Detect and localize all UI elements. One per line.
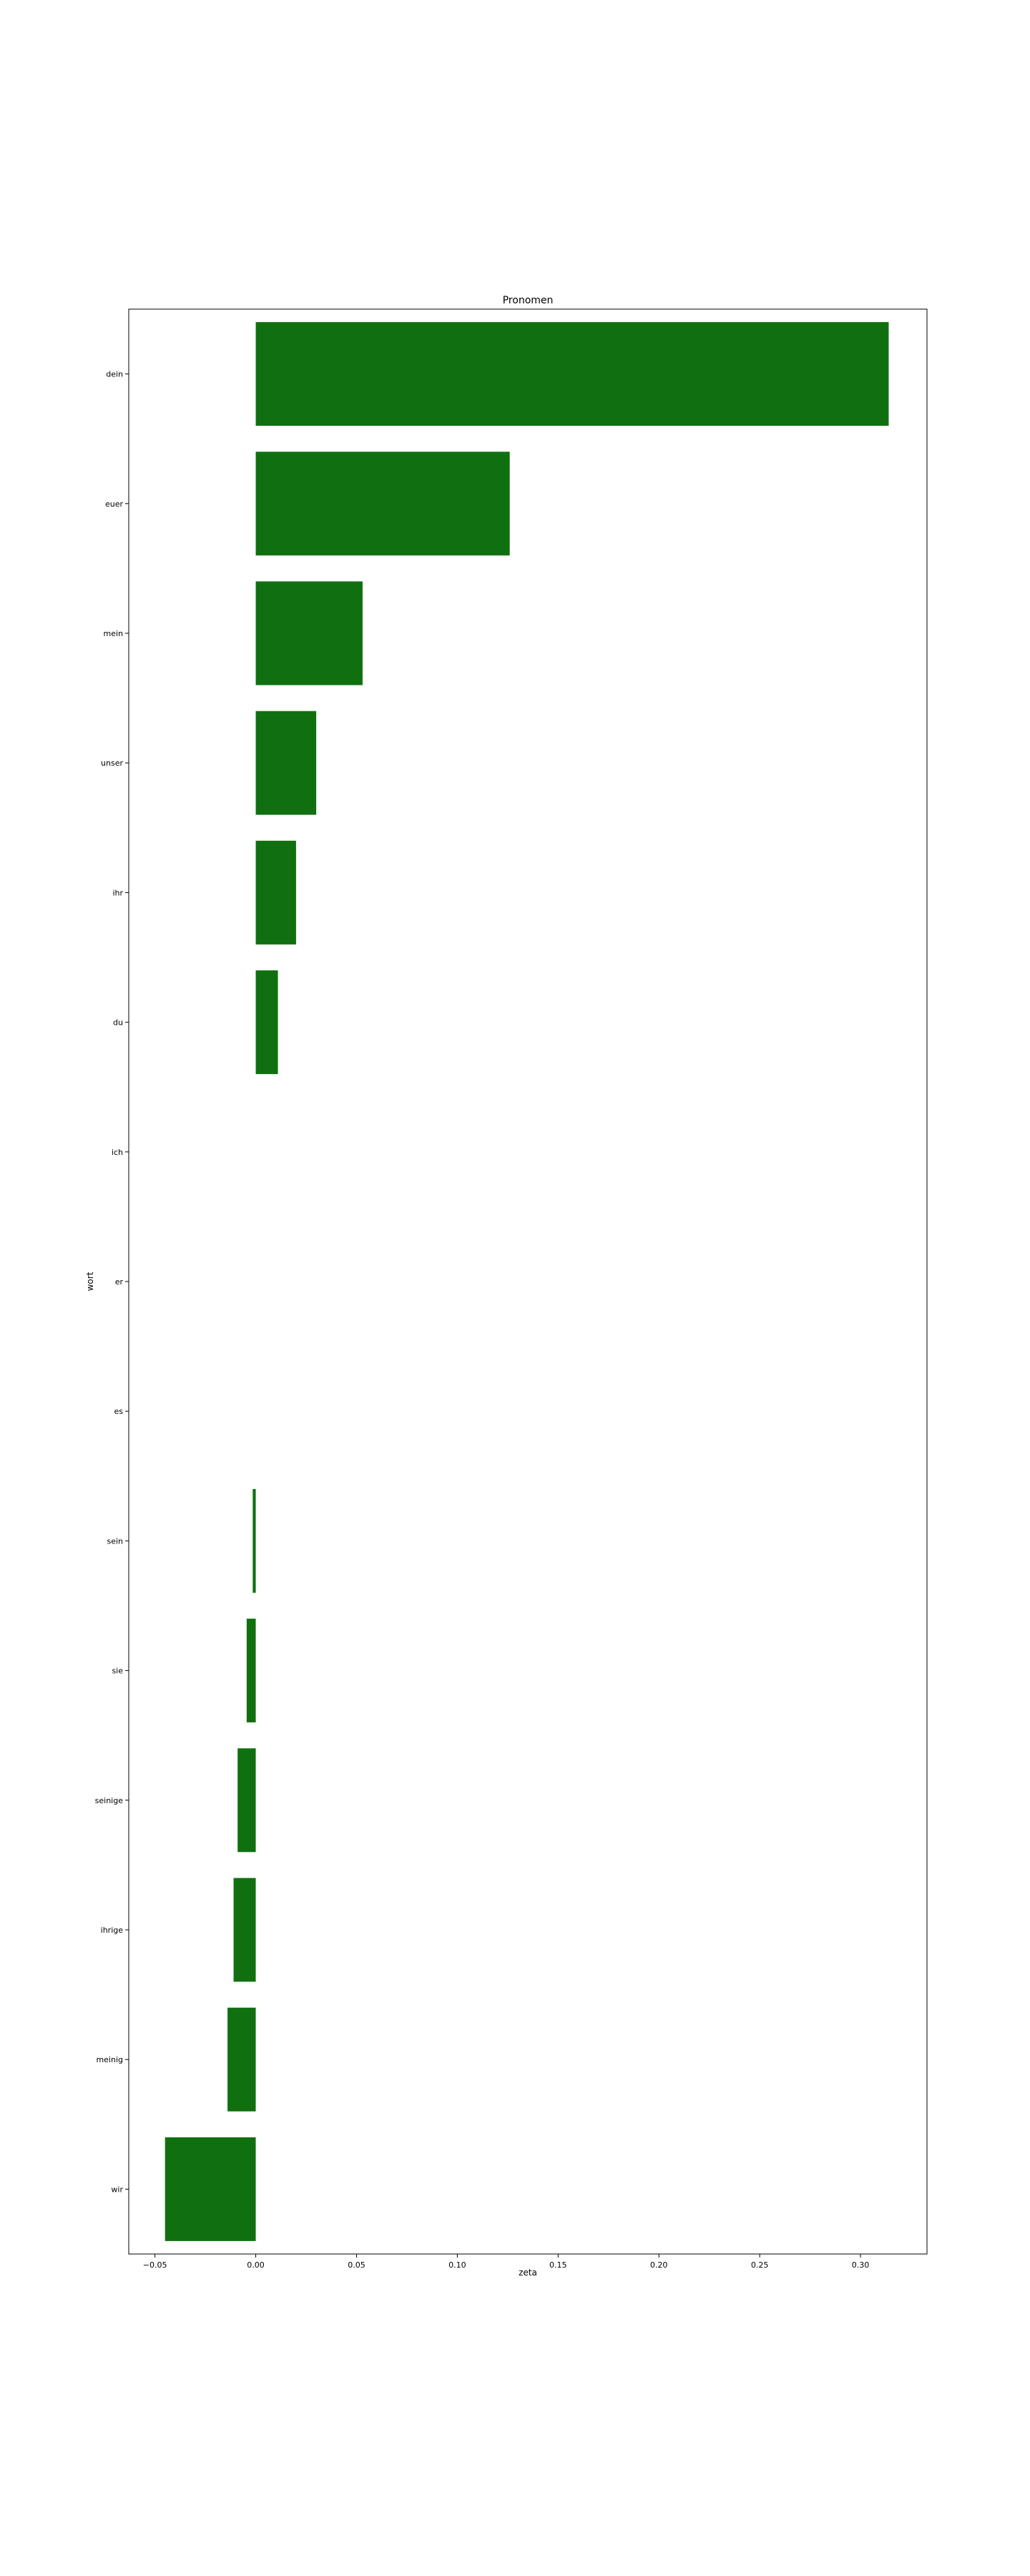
bar-mein bbox=[255, 581, 363, 686]
bar-wir bbox=[165, 2137, 256, 2241]
bar-ihr bbox=[255, 840, 296, 945]
x-tick-label: 0.15 bbox=[549, 2260, 567, 2270]
y-tick-label: dein bbox=[106, 370, 123, 379]
y-tick-label: euer bbox=[105, 499, 124, 509]
y-axis-label: wort bbox=[85, 1272, 95, 1291]
y-tick-label: ihr bbox=[112, 888, 123, 897]
y-tick-label: ich bbox=[112, 1148, 123, 1157]
x-axis: −0.05 0.00 0.05 0.10 0.15 0.20 0.25 0.30 bbox=[143, 2254, 869, 2270]
y-tick-label: sein bbox=[107, 1536, 123, 1546]
bar-du bbox=[255, 970, 278, 1075]
bar-seinige bbox=[237, 1748, 256, 1853]
bar-ihrige bbox=[233, 1878, 256, 1982]
bar-sein bbox=[252, 1488, 256, 1593]
x-tick-label: 0.30 bbox=[852, 2260, 870, 2270]
x-axis-label: zeta bbox=[519, 2268, 537, 2278]
y-tick-label: ihrige bbox=[101, 1926, 124, 1935]
x-tick-label: 0.10 bbox=[448, 2260, 466, 2270]
y-tick-label: es bbox=[114, 1407, 124, 1416]
x-tick-label: 0.05 bbox=[348, 2260, 366, 2270]
bar-sie bbox=[246, 1619, 256, 1723]
x-tick-label: 0.25 bbox=[751, 2260, 769, 2270]
y-tick-label: du bbox=[113, 1018, 123, 1028]
bar-dein bbox=[255, 322, 889, 426]
bar-unser bbox=[255, 711, 317, 815]
x-tick-label: −0.05 bbox=[143, 2260, 167, 2270]
y-tick-label: unser bbox=[101, 758, 123, 768]
bars-group bbox=[165, 322, 889, 2241]
y-tick-label: mein bbox=[103, 629, 123, 638]
x-tick-label: 0.00 bbox=[247, 2260, 265, 2270]
y-tick-label: er bbox=[115, 1277, 124, 1287]
chart-title: Pronomen bbox=[503, 295, 554, 306]
y-tick-label: seinige bbox=[95, 1796, 124, 1805]
y-tick-label: meinig bbox=[96, 2055, 123, 2064]
x-tick-label: 0.20 bbox=[650, 2260, 668, 2270]
y-tick-label: sie bbox=[112, 1667, 123, 1676]
bar-meinig bbox=[227, 2007, 256, 2112]
y-axis: dein euer mein unser ihr du ich er es sein sie sein… bbox=[95, 370, 129, 2194]
bar-euer bbox=[255, 452, 510, 556]
y-tick-label: wir bbox=[111, 2185, 123, 2194]
